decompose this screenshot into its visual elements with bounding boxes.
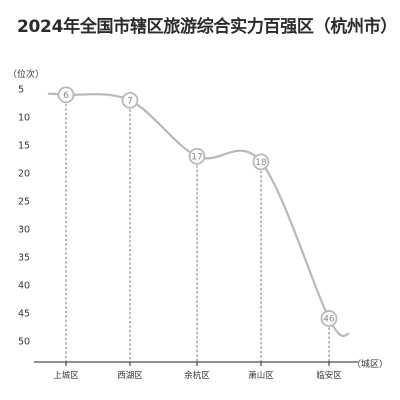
series-line — [47, 92, 350, 338]
data-point — [188, 147, 206, 165]
data-point — [57, 86, 75, 104]
y-tick-label: 35 — [18, 252, 30, 263]
data-point — [252, 153, 270, 171]
y-tick-label: 30 — [18, 224, 30, 235]
x-axis-label: （城区） — [352, 359, 388, 370]
data-label: 46 — [323, 315, 335, 325]
x-tick-label: 上城区 — [53, 371, 79, 381]
category-labels: 上城区 西湖区 余杭区 萧山区 临安区 — [53, 362, 342, 381]
y-tick-label: 10 — [18, 113, 30, 124]
x-tick-label: 临安区 — [316, 370, 342, 381]
y-tick-label: 5 — [18, 85, 24, 96]
y-tick-label: 25 — [18, 197, 30, 208]
y-tick-label: 45 — [18, 308, 30, 319]
data-point — [121, 91, 139, 109]
data-point — [320, 310, 338, 327]
y-tick-label: 50 — [18, 336, 30, 347]
y-axis-label: （位次） — [8, 68, 44, 80]
x-tick-label: 余杭区 — [184, 370, 210, 381]
data-label: 7 — [127, 97, 133, 107]
data-label: 6 — [63, 91, 69, 101]
drop-lines — [65, 94, 330, 362]
x-tick-label: 西湖区 — [117, 371, 143, 381]
y-tick-label: 15 — [18, 141, 30, 152]
y-tick-label: 40 — [18, 280, 30, 291]
y-tick-label: 20 — [18, 169, 30, 180]
y-ticks: 5 10 15 20 25 30 35 40 45 50 — [18, 85, 30, 348]
x-tick-label: 萧山区 — [248, 370, 274, 381]
data-label: 18 — [255, 158, 267, 168]
data-label: 17 — [191, 152, 202, 162]
chart-title: 2024年全国市辖区旅游综合实力百强区（杭州市） — [17, 17, 398, 37]
data-markers: 6 7 17 18 46 — [57, 86, 338, 327]
